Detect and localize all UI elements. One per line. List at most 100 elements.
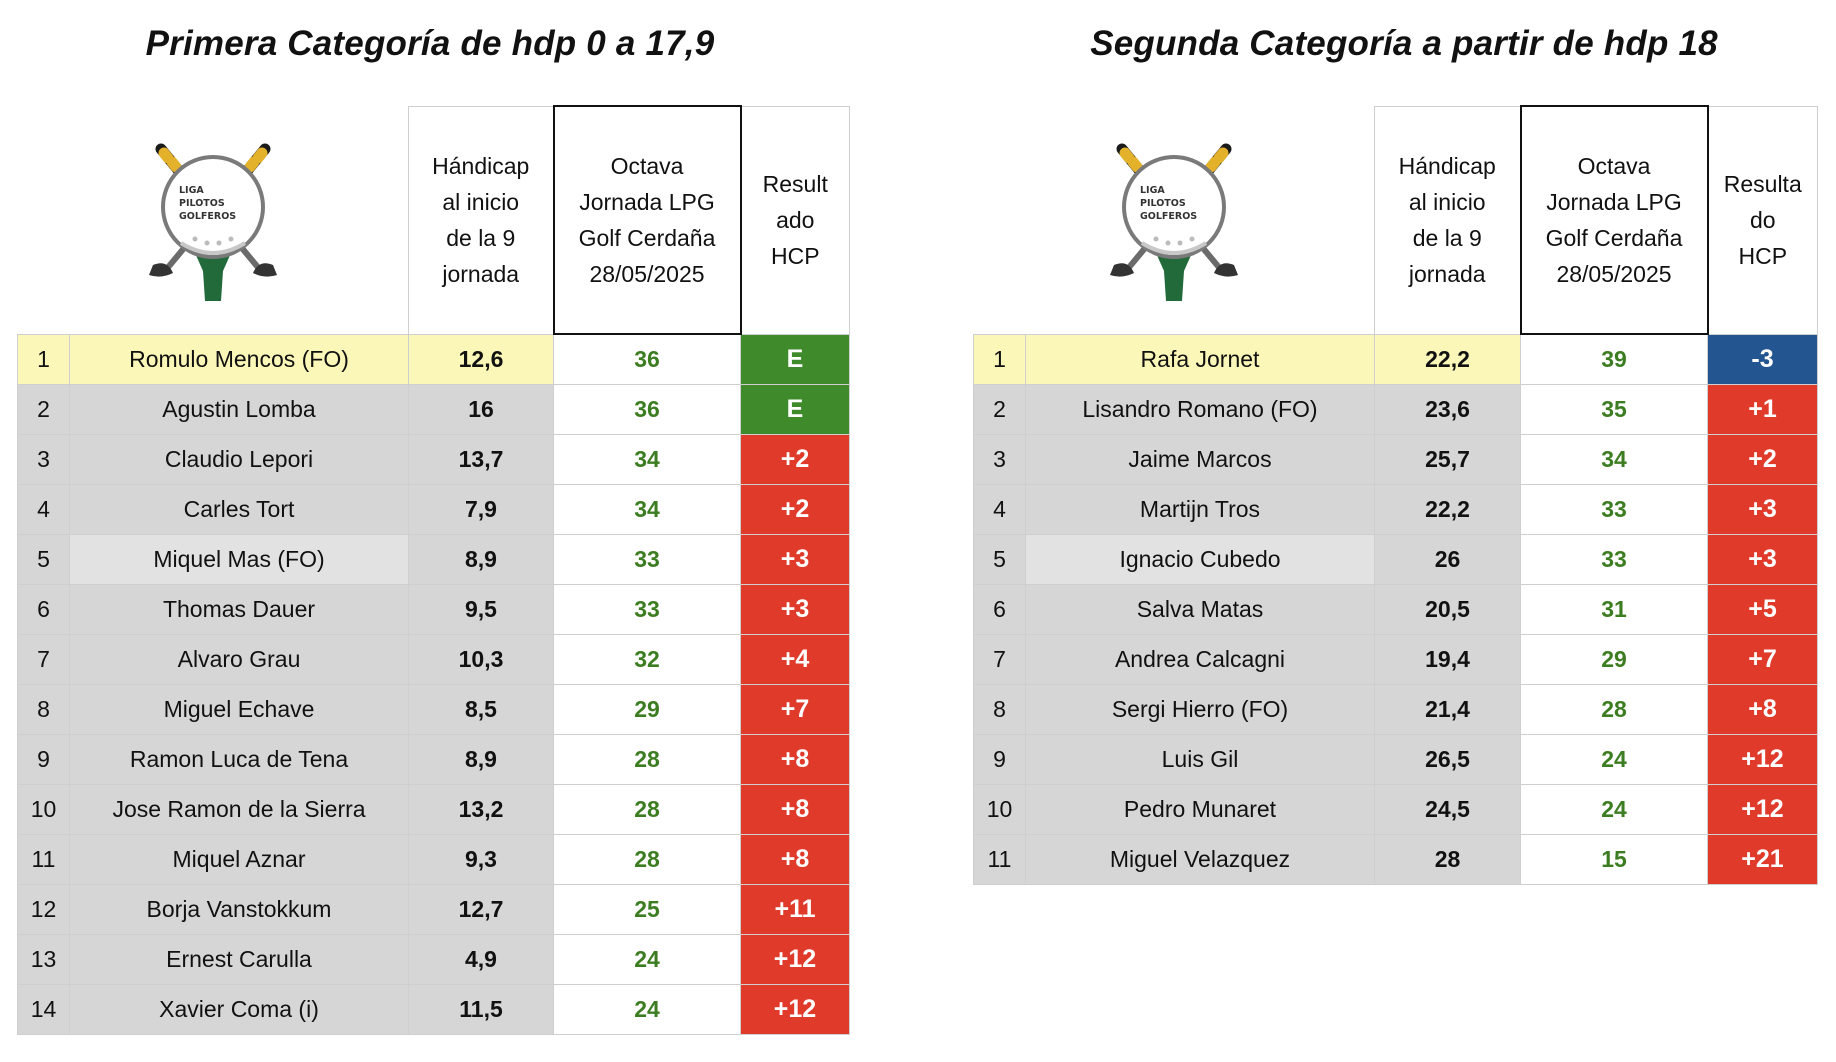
- handicap-cell: 4,9: [408, 934, 554, 985]
- table-row: 10 Jose Ramon de la Sierra 13,2 28 +8: [17, 784, 850, 835]
- result-cell: +8: [740, 784, 850, 835]
- table-row: 5 Ignacio Cubedo 26 33 +3: [973, 534, 1818, 585]
- position-cell: 5: [973, 534, 1026, 585]
- header-line: Golf Cerdaña: [578, 225, 716, 251]
- score-cell: 15: [1520, 834, 1708, 885]
- player-name-cell: Jose Ramon de la Sierra: [69, 784, 409, 835]
- table-row: 11 Miquel Aznar 9,3 28 +8: [17, 834, 850, 885]
- position-cell: 2: [973, 384, 1026, 435]
- position-cell: 4: [973, 484, 1026, 535]
- handicap-cell: 24,5: [1374, 784, 1521, 835]
- header-line: Hándicap: [432, 153, 530, 179]
- result-cell: +8: [1707, 684, 1818, 735]
- player-name-cell: Claudio Lepori: [69, 434, 409, 485]
- result-cell: +8: [740, 734, 850, 785]
- header-octava-jornada: Octava Jornada LPG Golf Cerdaña 28/05/2025: [1519, 105, 1709, 335]
- table-row: 2 Lisandro Romano (FO) 23,6 35 +1: [973, 384, 1818, 435]
- header-line: HCP: [770, 243, 820, 269]
- table-row: 1 Romulo Mencos (FO) 12,6 36 E: [17, 333, 850, 385]
- player-name-cell: Miquel Aznar: [69, 834, 409, 885]
- table-row: 4 Martijn Tros 22,2 33 +3: [973, 484, 1818, 535]
- player-name-cell: Carles Tort: [69, 484, 409, 535]
- position-cell: 6: [17, 584, 70, 635]
- logo-line2: PILOTOS: [179, 198, 225, 209]
- position-cell: 3: [973, 434, 1026, 485]
- position-cell: 7: [973, 634, 1026, 685]
- table-row: 6 Salva Matas 20,5 31 +5: [973, 584, 1818, 635]
- header-line: jornada: [1408, 261, 1486, 287]
- header-line: Jornada LPG: [1546, 189, 1682, 215]
- panel-title: Primera Categoría de hdp 0 a 17,9: [145, 24, 715, 63]
- position-cell: 11: [17, 834, 70, 885]
- result-cell: -3: [1707, 333, 1818, 385]
- handicap-cell: 11,5: [408, 984, 554, 1035]
- player-name-cell: Ignacio Cubedo: [1025, 534, 1375, 585]
- result-cell: E: [740, 384, 850, 435]
- score-cell: 28: [553, 784, 741, 835]
- player-name-cell: Miquel Mas (FO): [69, 534, 409, 585]
- table-row: 9 Ramon Luca de Tena 8,9 28 +8: [17, 734, 850, 785]
- result-cell: +12: [740, 934, 850, 985]
- liga-pilotos-golferos-logo: LIGA PILOTOS GOLFEROS: [148, 143, 277, 301]
- player-name-cell: Ramon Luca de Tena: [69, 734, 409, 785]
- header-line: Jornada LPG: [579, 189, 715, 215]
- table-row: 12 Borja Vanstokkum 12,7 25 +11: [17, 884, 850, 935]
- result-cell: +2: [1707, 434, 1818, 485]
- result-cell: +3: [740, 534, 850, 585]
- score-cell: 34: [1520, 434, 1708, 485]
- header-resultado-hcp: Result ado HCP: [740, 105, 850, 335]
- handicap-cell: 8,5: [408, 684, 554, 735]
- result-cell: +3: [740, 584, 850, 635]
- header-line: jornada: [442, 261, 520, 287]
- standings-table: LIGA PILOTOS GOLFEROS Hándicap al inicio d…: [973, 105, 1818, 885]
- header-line: Octava: [610, 153, 684, 179]
- header-line: de la 9: [446, 225, 516, 251]
- logo-cell: LIGA PILOTOS GOLFEROS: [17, 106, 409, 334]
- handicap-cell: 22,2: [1374, 484, 1521, 535]
- score-cell: 35: [1520, 384, 1708, 435]
- handicap-cell: 12,7: [408, 884, 554, 935]
- position-cell: 10: [17, 784, 70, 835]
- logo-cell: LIGA PILOTOS GOLFEROS: [973, 106, 1375, 334]
- table-row: 8 Miguel Echave 8,5 29 +7: [17, 684, 850, 735]
- score-cell: 36: [553, 333, 741, 385]
- table-row: 9 Luis Gil 26,5 24 +12: [973, 734, 1818, 785]
- logo-line2: PILOTOS: [1140, 198, 1186, 209]
- header-line: 28/05/2025: [1556, 261, 1672, 287]
- table-row: 14 Xavier Coma (i) 11,5 24 +12: [17, 984, 850, 1035]
- score-cell: 31: [1520, 584, 1708, 635]
- player-name-cell: Rafa Jornet: [1025, 333, 1375, 385]
- result-cell: +12: [1707, 784, 1818, 835]
- header-octava-jornada: Octava Jornada LPG Golf Cerdaña 28/05/2025: [552, 105, 742, 335]
- handicap-cell: 8,9: [408, 534, 554, 585]
- player-name-cell: Agustin Lomba: [69, 384, 409, 435]
- header-line: al inicio: [442, 189, 520, 215]
- result-cell: +1: [1707, 384, 1818, 435]
- position-cell: 1: [17, 333, 70, 385]
- table-row: 3 Claudio Lepori 13,7 34 +2: [17, 434, 850, 485]
- handicap-cell: 19,4: [1374, 634, 1521, 685]
- position-cell: 6: [973, 584, 1026, 635]
- header-line: Golf Cerdaña: [1545, 225, 1683, 251]
- score-cell: 28: [1520, 684, 1708, 735]
- position-cell: 12: [17, 884, 70, 935]
- position-cell: 8: [17, 684, 70, 735]
- score-cell: 33: [553, 534, 741, 585]
- score-cell: 28: [553, 834, 741, 885]
- handicap-cell: 13,7: [408, 434, 554, 485]
- position-cell: 1: [973, 333, 1026, 385]
- result-cell: +21: [1707, 834, 1818, 885]
- header-handicap: Hándicap al inicio de la 9 jornada: [408, 105, 554, 335]
- position-cell: 4: [17, 484, 70, 535]
- result-cell: +11: [740, 884, 850, 935]
- table-row: 7 Alvaro Grau 10,3 32 +4: [17, 634, 850, 685]
- score-cell: 32: [553, 634, 741, 685]
- score-cell: 39: [1520, 333, 1708, 385]
- player-name-cell: Pedro Munaret: [1025, 784, 1375, 835]
- result-cell: +12: [1707, 734, 1818, 785]
- player-name-cell: Ernest Carulla: [69, 934, 409, 985]
- handicap-cell: 28: [1374, 834, 1521, 885]
- score-cell: 29: [1520, 634, 1708, 685]
- player-name-cell: Sergi Hierro (FO): [1025, 684, 1375, 735]
- player-name-cell: Miguel Echave: [69, 684, 409, 735]
